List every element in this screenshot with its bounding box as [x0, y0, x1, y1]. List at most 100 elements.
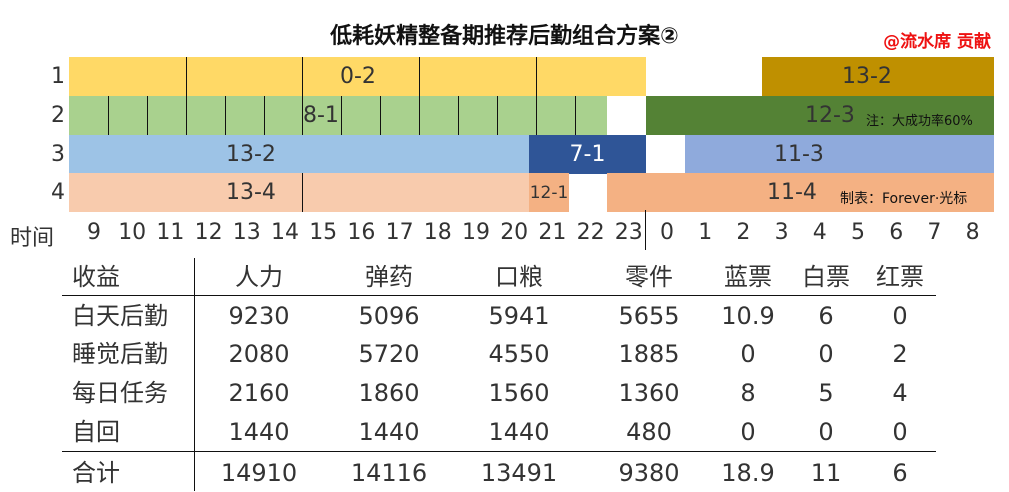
table-cell: 18.9 [721, 459, 775, 487]
mission-label: 8-1 [303, 103, 339, 128]
time-tick: 22 [576, 220, 605, 245]
table-cell: 14910 [220, 459, 298, 487]
mission-label: 13-4 [226, 180, 276, 205]
table-header-row: 收益 人力 弹药 口粮 零件 蓝票 白票 红票 [0, 258, 1009, 296]
credit-label: @流水席 贡献 [883, 32, 991, 52]
table-row: 每日任务 2160 1860 1560 1360 8 5 4 [0, 374, 1009, 412]
time-tick: 15 [309, 220, 338, 245]
time-tick: 4 [812, 220, 827, 245]
table-cell: 6 [892, 459, 908, 487]
table-cell: 1860 [358, 379, 420, 407]
time-tick: 3 [774, 220, 789, 245]
cycle-boundary [380, 96, 381, 135]
row-header-separator [194, 258, 195, 491]
cycle-boundary [341, 96, 342, 135]
table-row: 睡觉后勤 2080 5720 4550 1885 0 0 2 [0, 335, 1009, 373]
row-header-cell: 睡觉后勤 [72, 340, 168, 368]
time-tick: 20 [500, 220, 529, 245]
cycle-boundary [536, 96, 537, 135]
table-cell: 零件 [625, 263, 673, 291]
mission-label: 13-2 [226, 142, 276, 167]
time-tick: 21 [538, 220, 567, 245]
cycle-boundary [458, 96, 459, 135]
cycle-boundary [264, 96, 265, 135]
table-cell: 1560 [488, 379, 550, 407]
table-cell: 人力 [235, 263, 283, 291]
cycle-boundary [575, 96, 576, 135]
time-tick: 14 [271, 220, 299, 245]
time-tick: 0 [660, 220, 674, 245]
table-row: 自回 1440 1440 1440 480 0 0 0 [0, 413, 1009, 451]
table-cell: 1440 [358, 418, 420, 446]
time-tick: 11 [156, 220, 185, 245]
mission-bar-row4-11-4: 11-4 [607, 173, 994, 212]
table-cell: 13491 [480, 459, 558, 487]
made-by-note: 制表：Forever·光标 [840, 191, 968, 207]
table-cell: 4 [892, 379, 908, 407]
mission-label: 7-1 [569, 142, 606, 167]
cycle-boundary [302, 173, 303, 212]
table-cell: 蓝票 [724, 263, 772, 291]
table-cell: 6 [818, 302, 834, 330]
header-underline [62, 295, 936, 296]
time-tick: 8 [965, 220, 980, 245]
table-cell: 2160 [228, 379, 290, 407]
table-cell: 0 [892, 418, 908, 446]
time-tick: 12 [194, 220, 223, 245]
mission-bar-row4-12-1: 12-1 [529, 173, 569, 212]
table-cell: 0 [818, 418, 834, 446]
table-cell: 4550 [488, 340, 550, 368]
cycle-boundary [536, 57, 537, 96]
mission-label: 11-4 [767, 180, 817, 205]
cycle-boundary [186, 96, 187, 135]
table-cell: 白票 [802, 263, 850, 291]
row-label-2: 2 [51, 103, 65, 128]
row-label-1: 1 [51, 64, 65, 89]
table-cell: 0 [740, 418, 756, 446]
table-cell: 0 [892, 302, 908, 330]
cycle-boundary [302, 57, 303, 96]
mission-label: 0-2 [340, 64, 376, 89]
cycle-boundary [108, 96, 109, 135]
mission-bar-row3-7-1: 7-1 [529, 135, 646, 174]
total-overline [62, 451, 936, 452]
table-row: 白天后勤 9230 5096 5941 5655 10.9 6 0 [0, 297, 1009, 335]
table-total-row: 合计 14910 14116 13491 9380 18.9 11 6 [0, 454, 1009, 492]
table-cell: 口粮 [495, 263, 543, 291]
time-tick: 9 [87, 220, 101, 245]
table-cell: 0 [740, 340, 756, 368]
time-tick: 19 [462, 220, 490, 245]
table-cell: 10.9 [721, 302, 775, 330]
time-tick: 13 [232, 220, 261, 245]
table-cell: 11 [810, 459, 842, 487]
table-cell: 5655 [618, 302, 680, 330]
time-tick: 7 [927, 220, 942, 245]
row-label-3: 3 [51, 142, 65, 167]
cycle-boundary [419, 57, 420, 96]
success-rate-note: 注：大成功率60% [866, 114, 973, 129]
table-cell: 14116 [350, 459, 428, 487]
resource-table: 收益 人力 弹药 口粮 零件 蓝票 白票 红票 白天后勤 9230 5096 5941 5655 10.9… [0, 258, 1009, 491]
table-cell: 1440 [488, 418, 550, 446]
table-cell: 5720 [358, 340, 420, 368]
row-header-cell: 自回 [72, 418, 120, 446]
time-axis-title: 时间 [10, 226, 55, 251]
mission-bar-row3-13-2: 13-2 [69, 135, 529, 174]
mission-label: 13-2 [842, 64, 892, 89]
cycle-boundary [497, 96, 498, 135]
time-tick: 18 [423, 220, 452, 245]
row-header-cell: 收益 [72, 263, 120, 291]
time-tick: 1 [698, 220, 713, 245]
mission-label: 12-3 [805, 103, 855, 128]
time-tick: 23 [614, 220, 643, 245]
cycle-boundary [419, 96, 420, 135]
table-cell: 5 [818, 379, 834, 407]
mission-bar-row4-13-4: 13-4 [69, 173, 529, 212]
day-night-divider [645, 210, 646, 250]
cycle-boundary [225, 96, 226, 135]
table-cell: 1440 [228, 418, 290, 446]
time-tick: 2 [736, 220, 751, 245]
table-cell: 红票 [876, 263, 924, 291]
mission-bar-row1-13-2: 13-2 [762, 57, 994, 96]
row-header-cell: 白天后勤 [72, 302, 168, 330]
